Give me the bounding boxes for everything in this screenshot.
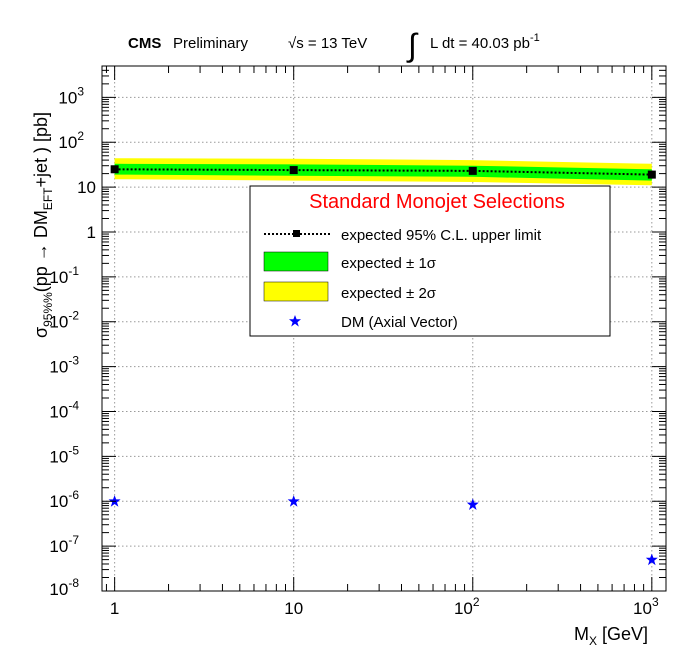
x-tick-label: 1: [110, 599, 119, 618]
x-tick-label: 102: [454, 595, 480, 618]
y-tick-label: 10-6: [49, 488, 79, 511]
integral-sign: ∫: [406, 27, 419, 63]
y-tick-label-base: 10: [58, 133, 77, 152]
y-tick-label-base: 10: [49, 358, 68, 377]
y-axis-label: σ95%%(pp → DMEFT+jet ) [pb]: [31, 112, 55, 338]
legend: Standard Monojet Selections expected 95%…: [249, 185, 611, 337]
x-axis-label: MX [GeV]: [574, 624, 648, 648]
legend-expected-marker: [293, 230, 300, 237]
y-tick-label-base: 1: [87, 223, 96, 242]
x-axis-label-sub: X: [589, 634, 597, 648]
legend-1sigma-label: expected ± 1σ: [341, 255, 437, 272]
y-tick-label-exp: 3: [77, 84, 84, 98]
uncertainty-bands: [114, 158, 652, 186]
y-tick-label-exp: -1: [68, 264, 79, 278]
y-tick-label: 10-8: [49, 576, 79, 599]
expected-limit-series: [110, 165, 656, 179]
y-axis: 10-810-710-610-510-410-310-210-111010210…: [49, 65, 666, 599]
y-tick-label-base: 10: [49, 313, 68, 332]
y-tick-label: 102: [58, 129, 84, 152]
expected-limit-line: [114, 168, 652, 176]
y-tick-label-base: 10: [77, 178, 96, 197]
y-tick-label-exp: 2: [77, 129, 84, 143]
x-axis-label-main: M: [574, 624, 589, 644]
y-tick-label-exp: -8: [68, 576, 79, 590]
y-tick-label: 10-1: [49, 264, 79, 287]
y-tick-label: 10-4: [49, 398, 79, 421]
header-luminosity: L dt = 40.03 pb-1: [430, 32, 540, 52]
y-axis-label-sub2: EFT: [41, 187, 55, 210]
x-tick-label-base: 10: [284, 599, 303, 618]
y-tick-label-exp: -7: [68, 533, 79, 547]
y-tick-label: 10-5: [49, 443, 79, 466]
y-tick-label: 1: [87, 223, 96, 242]
expected-limit-point: [110, 165, 119, 174]
dm-star-point: [287, 495, 300, 507]
y-tick-label: 10: [77, 178, 96, 197]
y-tick-label-exp: -2: [68, 309, 79, 323]
y-tick-label-exp: -6: [68, 488, 79, 502]
y-tick-label-base: 10: [49, 402, 68, 421]
y-tick-label: 10-7: [49, 533, 79, 556]
y-tick-label-base: 10: [49, 268, 68, 287]
dm-star-point: [466, 498, 479, 510]
x-tick-label-base: 10: [454, 599, 473, 618]
x-axis: 1 10 102 103: [105, 66, 659, 618]
x-axis-label-tail: [GeV]: [597, 624, 648, 644]
expected-limit-point: [468, 166, 477, 175]
y-axis-label-tail: +jet ) [pb]: [31, 112, 51, 188]
y-tick-label-base: 10: [49, 580, 68, 599]
x-tick-label: 10: [284, 599, 303, 618]
x-tick-label-exp: 2: [473, 595, 480, 609]
header-luminosity-base: L dt = 40.03 pb: [430, 35, 530, 52]
y-tick-label-exp: -5: [68, 443, 79, 457]
expected-limit-point: [289, 166, 298, 175]
y-axis-label-mid: (pp → DM: [31, 210, 51, 292]
y-tick-label-base: 10: [58, 88, 77, 107]
y-tick-label-base: 10: [49, 537, 68, 556]
legend-dm-label: DM (Axial Vector): [341, 314, 458, 331]
legend-2sigma-label: expected ± 2σ: [341, 285, 437, 302]
x-tick-label-exp: 3: [652, 595, 659, 609]
y-axis-label-sub1: 95%%: [41, 292, 55, 327]
y-axis-label-sigma: σ: [31, 327, 51, 338]
dm-axial-vector-series: [108, 495, 658, 566]
y-tick-label: 10-3: [49, 354, 79, 377]
legend-1sigma-swatch: [263, 251, 329, 272]
header-status: Preliminary: [173, 35, 249, 52]
expected-limit-point: [647, 170, 656, 179]
y-tick-label: 103: [58, 84, 84, 107]
x-tick-label-base: 10: [633, 599, 652, 618]
y-tick-label-base: 10: [49, 492, 68, 511]
y-tick-label-exp: -3: [68, 354, 79, 368]
y-tick-label: 10-2: [49, 309, 79, 332]
x-tick-label: 103: [633, 595, 659, 618]
legend-expected-label: expected 95% C.L. upper limit: [341, 227, 542, 244]
x-tick-label-base: 1: [110, 599, 119, 618]
y-tick-label-exp: -4: [68, 398, 79, 412]
header-experiment: CMS: [128, 35, 161, 52]
legend-star-marker: [289, 315, 301, 327]
header-luminosity-exp: -1: [530, 32, 540, 44]
dm-star-point: [645, 553, 658, 566]
legend-title: Standard Monojet Selections: [309, 191, 565, 213]
legend-2sigma-swatch: [263, 281, 329, 302]
band-1sigma: [114, 163, 652, 181]
header-energy: √s = 13 TeV: [288, 35, 367, 52]
y-tick-label-base: 10: [49, 447, 68, 466]
